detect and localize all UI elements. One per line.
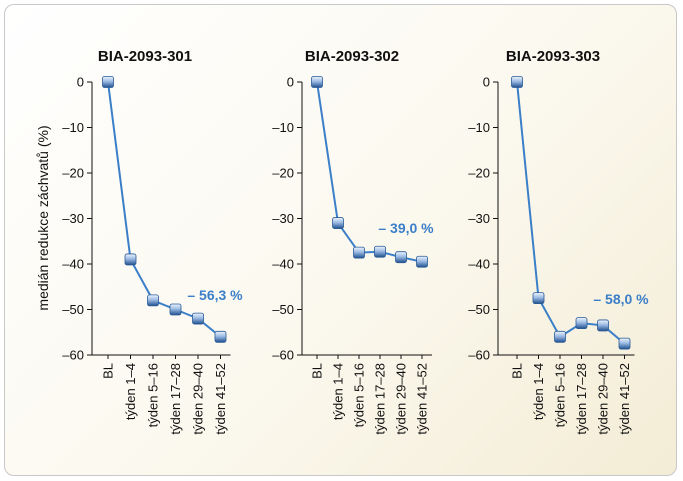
y-tick-label: –40 [272, 257, 294, 272]
data-point [332, 217, 344, 229]
chart-panel-3: BIA-2093-303 0 –10 –20 –30 –40 –50 –60 BL týden 1… [468, 48, 649, 435]
chart-title: BIA-2093-302 [305, 48, 399, 65]
y-tick-label: –20 [468, 166, 490, 181]
annotation-label: – 58,0 % [593, 291, 649, 307]
data-point [147, 294, 159, 307]
data-point [169, 303, 182, 316]
data-point [416, 255, 428, 268]
data-point [192, 312, 204, 325]
y-tick-label: –30 [62, 211, 84, 226]
y-axis-label: medián redukce záchvatů (%) [35, 125, 51, 310]
data-point [124, 253, 137, 266]
data-point [554, 330, 566, 343]
x-tick-label: BL [310, 363, 325, 379]
x-tick-label: týden 41–52 [415, 363, 430, 435]
y-tick-label: –40 [62, 257, 84, 272]
y-tick-label: –50 [62, 302, 84, 317]
x-tick-label: týden 1–4 [531, 363, 546, 420]
data-point [374, 245, 386, 258]
y-tick-label: –50 [468, 302, 490, 317]
data-point [311, 76, 323, 88]
x-tick-label: týden 5–16 [553, 363, 568, 427]
x-tick-label: BL [101, 363, 116, 379]
data-point [214, 330, 227, 343]
x-tick-label: BL [510, 363, 525, 379]
x-tick-label: týden 5–16 [146, 363, 161, 427]
x-tick-label: týden 1–4 [123, 363, 138, 420]
data-point [532, 292, 545, 305]
y-tick-label: –40 [468, 257, 490, 272]
y-tick-label: –30 [468, 211, 490, 226]
y-tick-label: 0 [77, 75, 84, 90]
x-tick-label: týden 17–28 [373, 363, 388, 435]
data-point [102, 76, 114, 88]
x-tick-label: týden 41–52 [213, 363, 228, 435]
y-tick-label: –60 [468, 348, 490, 363]
chart-title: BIA-2093-303 [506, 48, 600, 65]
x-tick-label: týden 17–28 [168, 363, 183, 435]
y-tick-label: –10 [468, 120, 490, 135]
chart-frame [4, 4, 677, 476]
data-point [395, 251, 407, 264]
data-point [511, 76, 523, 88]
y-tick-label: –10 [272, 120, 294, 135]
y-tick-label: 0 [483, 75, 490, 90]
annotation-label: – 56,3 % [187, 287, 243, 303]
data-point [597, 319, 609, 332]
x-tick-label: týden 41–52 [617, 363, 632, 435]
x-tick-label: týden 17–28 [574, 363, 589, 435]
chart-panel-1: BIA-2093-301 0 –10 –20 –30 –40 –50 –60 BL týden 1… [62, 48, 243, 435]
x-tick-label: týden 29–40 [596, 363, 611, 435]
y-tick-label: –60 [272, 348, 294, 363]
y-tick-label: –10 [62, 120, 84, 135]
x-tick-label: týden 29–40 [191, 363, 206, 435]
y-tick-label: –20 [62, 166, 84, 181]
y-tick-label: –60 [62, 348, 84, 363]
x-tick-label: týden 1–4 [331, 363, 346, 420]
chart-title: BIA-2093-301 [98, 48, 192, 65]
data-point [575, 317, 588, 330]
data-point [618, 337, 631, 350]
annotation-label: – 39,0 % [378, 220, 434, 236]
chart-panel-2: BIA-2093-302 0 –10 –20 –30 –40 –50 –60 BL týden 1… [272, 48, 434, 435]
data-point [353, 246, 365, 259]
x-tick-label: týden 5–16 [352, 363, 367, 427]
y-tick-label: 0 [287, 75, 294, 90]
y-tick-label: –50 [272, 302, 294, 317]
y-tick-label: –20 [272, 166, 294, 181]
x-tick-label: týden 29–40 [394, 363, 409, 435]
y-tick-label: –30 [272, 211, 294, 226]
